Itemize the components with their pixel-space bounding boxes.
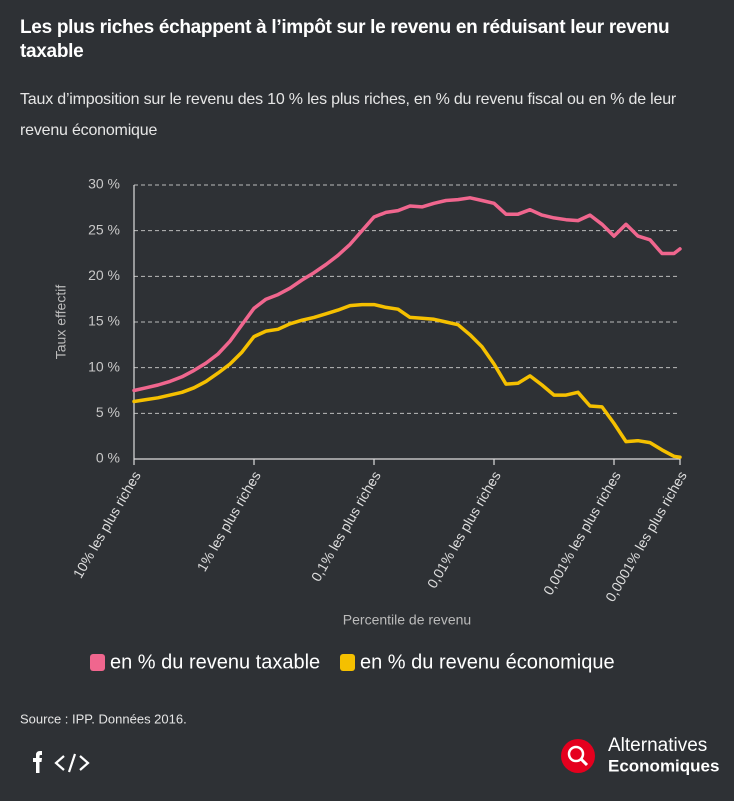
chart-title: Les plus riches échappent à l’impôt sur … — [20, 17, 670, 62]
facebook-icon[interactable] — [33, 751, 42, 773]
logo-circle — [561, 739, 595, 773]
y-tick-label: 25 % — [88, 221, 120, 237]
legend-swatch — [340, 654, 355, 671]
logo-lens — [567, 745, 585, 763]
legend-swatch — [90, 654, 105, 671]
brand-line2: Economiques — [608, 756, 719, 775]
source: Source : IPP. Données 2016. — [20, 711, 187, 726]
y-tick-label: 30 % — [88, 176, 120, 192]
embed-icon[interactable] — [54, 753, 90, 773]
x-tick-label: 0,1% les plus riches — [308, 468, 384, 584]
series-line — [132, 196, 682, 393]
x-tick-label: 0,01% les plus riches — [424, 468, 504, 591]
y-tick-label: 10 % — [88, 358, 120, 374]
y-tick-label: 20 % — [88, 267, 120, 283]
chart-subtitle: Taux d’imposition sur le revenu des 10 %… — [20, 91, 677, 139]
x-axis-label: Percentile de revenu — [343, 612, 471, 628]
y-tick-label: 5 % — [96, 404, 120, 420]
y-tick-label: 0 % — [96, 450, 120, 466]
y-axis-label: Taux effectif — [53, 285, 69, 360]
y-tick-label: 15 % — [88, 313, 120, 329]
x-tick-label: 10% les plus riches — [70, 468, 144, 580]
logo-handle — [579, 757, 589, 767]
brand-line1: Alternatives — [608, 735, 707, 756]
series-line — [132, 302, 682, 459]
x-tick-label: 0,001% les plus riches — [540, 468, 624, 597]
legend-label: en % du revenu économique — [360, 651, 615, 673]
x-tick-label: 1% les plus riches — [194, 468, 264, 574]
legend-label: en % du revenu taxable — [110, 651, 320, 673]
